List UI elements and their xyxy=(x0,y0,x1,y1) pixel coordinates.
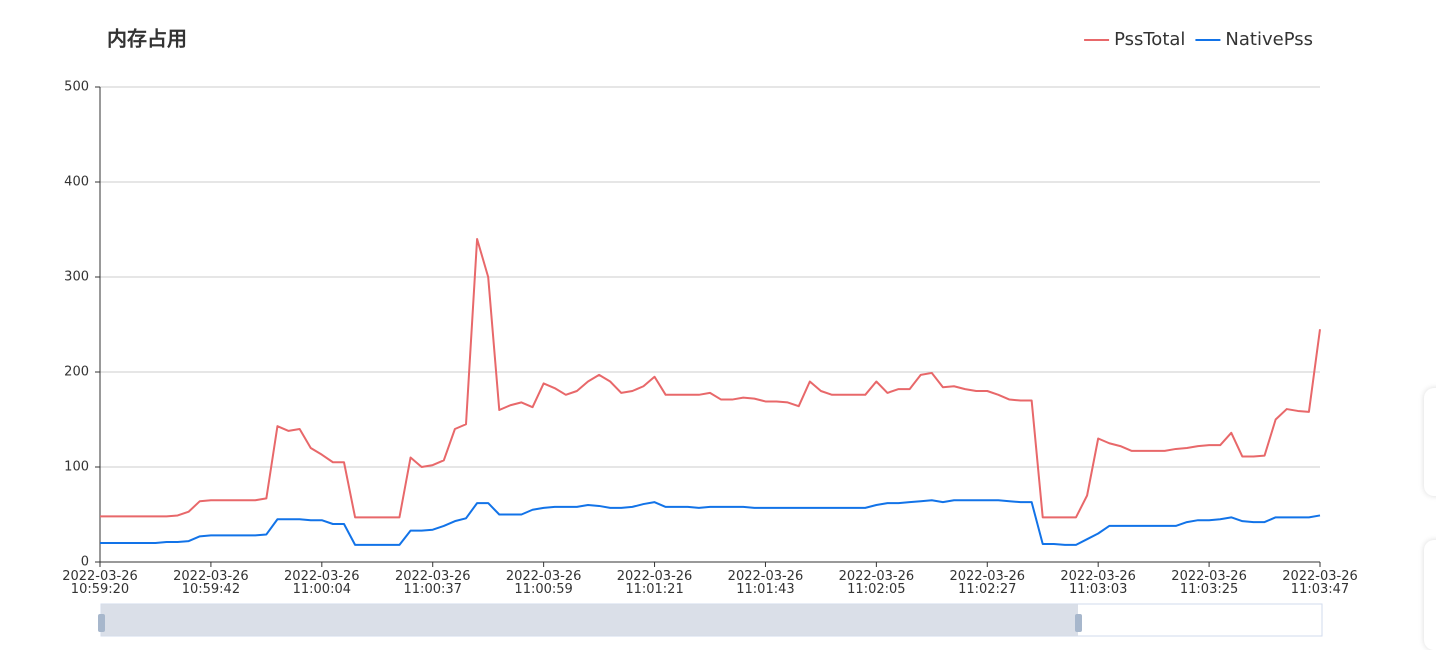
legend-label: PssTotal xyxy=(1114,29,1185,50)
x-tick-label: 2022-03-26 10:59:20 xyxy=(62,569,138,597)
legend-label: NativePss xyxy=(1225,29,1313,50)
x-tick-label: 2022-03-26 11:00:37 xyxy=(394,569,471,597)
y-tick-label: 0 xyxy=(81,555,89,570)
x-tick-label: 2022-03-26 11:00:59 xyxy=(505,569,582,597)
x-tick-label: 2022-03-26 11:01:43 xyxy=(727,569,804,597)
y-tick-label: 200 xyxy=(64,365,89,380)
series-line xyxy=(100,499,1321,546)
series-line xyxy=(100,238,1321,519)
chart-title: 内存占用 xyxy=(107,27,187,51)
y-tick-label: 400 xyxy=(64,175,89,190)
x-tick-label: 2022-03-26 11:02:27 xyxy=(949,569,1026,597)
x-tick-label: 2022-03-26 10:59:42 xyxy=(173,569,249,597)
y-tick-label: 500 xyxy=(64,80,89,95)
side-card xyxy=(1424,388,1436,496)
x-tick-label: 2022-03-26 11:03:25 xyxy=(1171,569,1247,597)
zoom-window xyxy=(101,604,1078,636)
x-tick-label: 2022-03-26 11:01:21 xyxy=(616,569,693,597)
y-tick-label: 100 xyxy=(64,460,89,475)
x-tick-label: 2022-03-26 11:00:04 xyxy=(284,569,360,597)
x-tick-label: 2022-03-26 11:03:03 xyxy=(1060,569,1136,597)
zoom-handle[interactable] xyxy=(1075,614,1082,632)
x-tick-label: 2022-03-26 11:03:47 xyxy=(1282,569,1358,597)
data-zoom[interactable] xyxy=(98,603,1323,637)
side-card xyxy=(1424,540,1436,650)
zoom-handle[interactable] xyxy=(98,614,105,632)
y-tick-label: 300 xyxy=(64,270,89,285)
x-tick-label: 2022-03-26 11:02:05 xyxy=(838,569,915,597)
